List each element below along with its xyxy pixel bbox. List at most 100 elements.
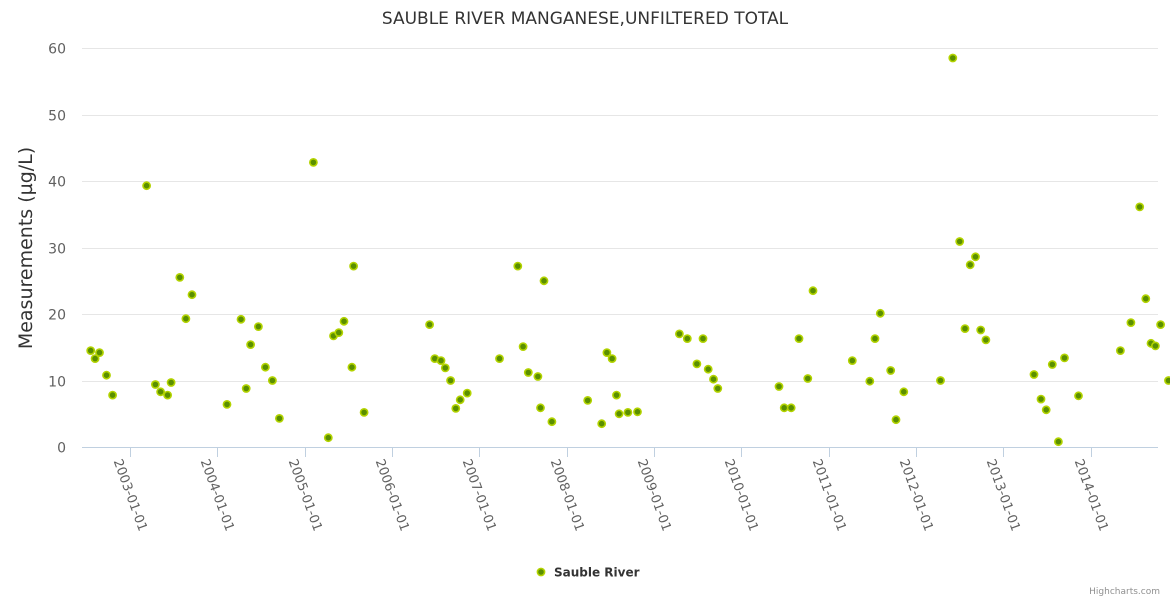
data-point[interactable] bbox=[1116, 346, 1125, 355]
credits-link[interactable]: Highcharts.com bbox=[1089, 587, 1160, 597]
data-point[interactable] bbox=[236, 314, 246, 324]
data-point[interactable] bbox=[359, 407, 369, 417]
data-point[interactable] bbox=[803, 374, 813, 383]
data-point[interactable] bbox=[965, 260, 975, 270]
data-point[interactable] bbox=[774, 382, 784, 391]
data-point[interactable] bbox=[1041, 405, 1051, 415]
data-point[interactable] bbox=[539, 276, 549, 286]
data-point[interactable] bbox=[513, 261, 523, 271]
data-point[interactable] bbox=[175, 272, 185, 282]
data-point[interactable] bbox=[495, 354, 504, 363]
data-point[interactable] bbox=[267, 376, 277, 385]
data-point[interactable] bbox=[518, 342, 528, 351]
data-point[interactable] bbox=[1074, 391, 1083, 401]
data-point[interactable] bbox=[886, 366, 896, 375]
data-point[interactable] bbox=[1156, 320, 1165, 329]
data-point[interactable] bbox=[808, 286, 818, 296]
legend-item-sauble-river[interactable]: Sauble River bbox=[554, 566, 640, 580]
data-point[interactable] bbox=[698, 334, 708, 343]
data-point[interactable] bbox=[108, 390, 117, 400]
data-point[interactable] bbox=[794, 334, 804, 343]
data-point[interactable] bbox=[971, 252, 980, 262]
data-point[interactable] bbox=[981, 335, 991, 345]
data-point[interactable] bbox=[1164, 376, 1170, 385]
data-point[interactable] bbox=[451, 403, 461, 413]
data-point[interactable] bbox=[709, 374, 718, 384]
data-point[interactable] bbox=[547, 417, 557, 427]
data-point[interactable] bbox=[347, 362, 357, 372]
data-point[interactable] bbox=[597, 419, 607, 429]
data-point[interactable] bbox=[583, 395, 593, 405]
data-point[interactable] bbox=[425, 320, 434, 329]
data-point[interactable] bbox=[703, 364, 713, 374]
data-point[interactable] bbox=[339, 316, 349, 326]
data-point[interactable] bbox=[1151, 341, 1160, 351]
x-tick-label: 2011-01-01 bbox=[809, 457, 849, 533]
data-point[interactable] bbox=[865, 376, 875, 386]
data-point[interactable] bbox=[899, 387, 909, 397]
data-point[interactable] bbox=[614, 409, 624, 419]
data-point[interactable] bbox=[222, 399, 232, 409]
data-point[interactable] bbox=[323, 433, 333, 443]
data-point[interactable] bbox=[1060, 353, 1069, 363]
data-point[interactable] bbox=[612, 390, 621, 400]
data-point[interactable] bbox=[870, 334, 880, 343]
data-point[interactable] bbox=[90, 354, 100, 363]
data-point[interactable] bbox=[976, 325, 986, 335]
data-point[interactable] bbox=[187, 290, 197, 300]
data-point[interactable] bbox=[875, 308, 885, 318]
data-point[interactable] bbox=[602, 348, 612, 357]
data-point[interactable] bbox=[960, 324, 970, 333]
legend[interactable]: Sauble River bbox=[536, 566, 640, 580]
data-point[interactable] bbox=[713, 384, 723, 393]
data-point[interactable] bbox=[246, 340, 255, 349]
data-point[interactable] bbox=[253, 322, 263, 331]
data-point[interactable] bbox=[181, 314, 191, 324]
data-point[interactable] bbox=[142, 181, 151, 191]
data-point[interactable] bbox=[1029, 370, 1039, 379]
data-point[interactable] bbox=[308, 157, 318, 167]
data-point[interactable] bbox=[334, 328, 344, 337]
data-point[interactable] bbox=[241, 384, 251, 393]
series-sauble-river[interactable] bbox=[86, 53, 1170, 447]
data-point[interactable] bbox=[260, 362, 270, 372]
data-point[interactable] bbox=[1135, 202, 1145, 212]
data-point[interactable] bbox=[455, 395, 465, 405]
data-point[interactable] bbox=[623, 407, 633, 417]
data-point[interactable] bbox=[847, 356, 857, 365]
data-point[interactable] bbox=[436, 356, 446, 365]
data-point[interactable] bbox=[523, 368, 533, 377]
data-point[interactable] bbox=[150, 380, 160, 389]
data-point[interactable] bbox=[682, 334, 692, 343]
data-point[interactable] bbox=[274, 413, 284, 423]
data-point[interactable] bbox=[1036, 394, 1046, 404]
data-point[interactable] bbox=[633, 407, 642, 417]
data-point[interactable] bbox=[692, 359, 702, 369]
y-tick-label: 30 bbox=[48, 242, 66, 258]
data-point[interactable] bbox=[163, 390, 172, 400]
data-point[interactable] bbox=[1054, 437, 1063, 447]
data-point[interactable] bbox=[462, 388, 472, 398]
data-point[interactable] bbox=[675, 329, 684, 339]
y-axis-label: Measurements (µg/L) bbox=[15, 147, 37, 349]
data-point[interactable] bbox=[607, 354, 617, 363]
data-point[interactable] bbox=[533, 372, 543, 381]
data-point[interactable] bbox=[936, 376, 945, 385]
data-point[interactable] bbox=[102, 370, 111, 380]
data-point[interactable] bbox=[779, 403, 789, 413]
data-point[interactable] bbox=[86, 346, 96, 355]
data-point[interactable] bbox=[786, 403, 796, 413]
data-point[interactable] bbox=[440, 363, 450, 373]
data-point[interactable] bbox=[536, 403, 545, 413]
data-point[interactable] bbox=[891, 415, 901, 425]
data-point[interactable] bbox=[349, 261, 358, 271]
data-point[interactable] bbox=[156, 387, 165, 397]
data-point[interactable] bbox=[166, 378, 176, 387]
data-point[interactable] bbox=[95, 348, 104, 357]
data-point[interactable] bbox=[1126, 318, 1136, 327]
data-point[interactable] bbox=[446, 376, 455, 385]
data-point[interactable] bbox=[1047, 360, 1057, 369]
data-point[interactable] bbox=[955, 237, 965, 246]
data-point[interactable] bbox=[948, 53, 958, 63]
data-point[interactable] bbox=[1141, 294, 1151, 304]
